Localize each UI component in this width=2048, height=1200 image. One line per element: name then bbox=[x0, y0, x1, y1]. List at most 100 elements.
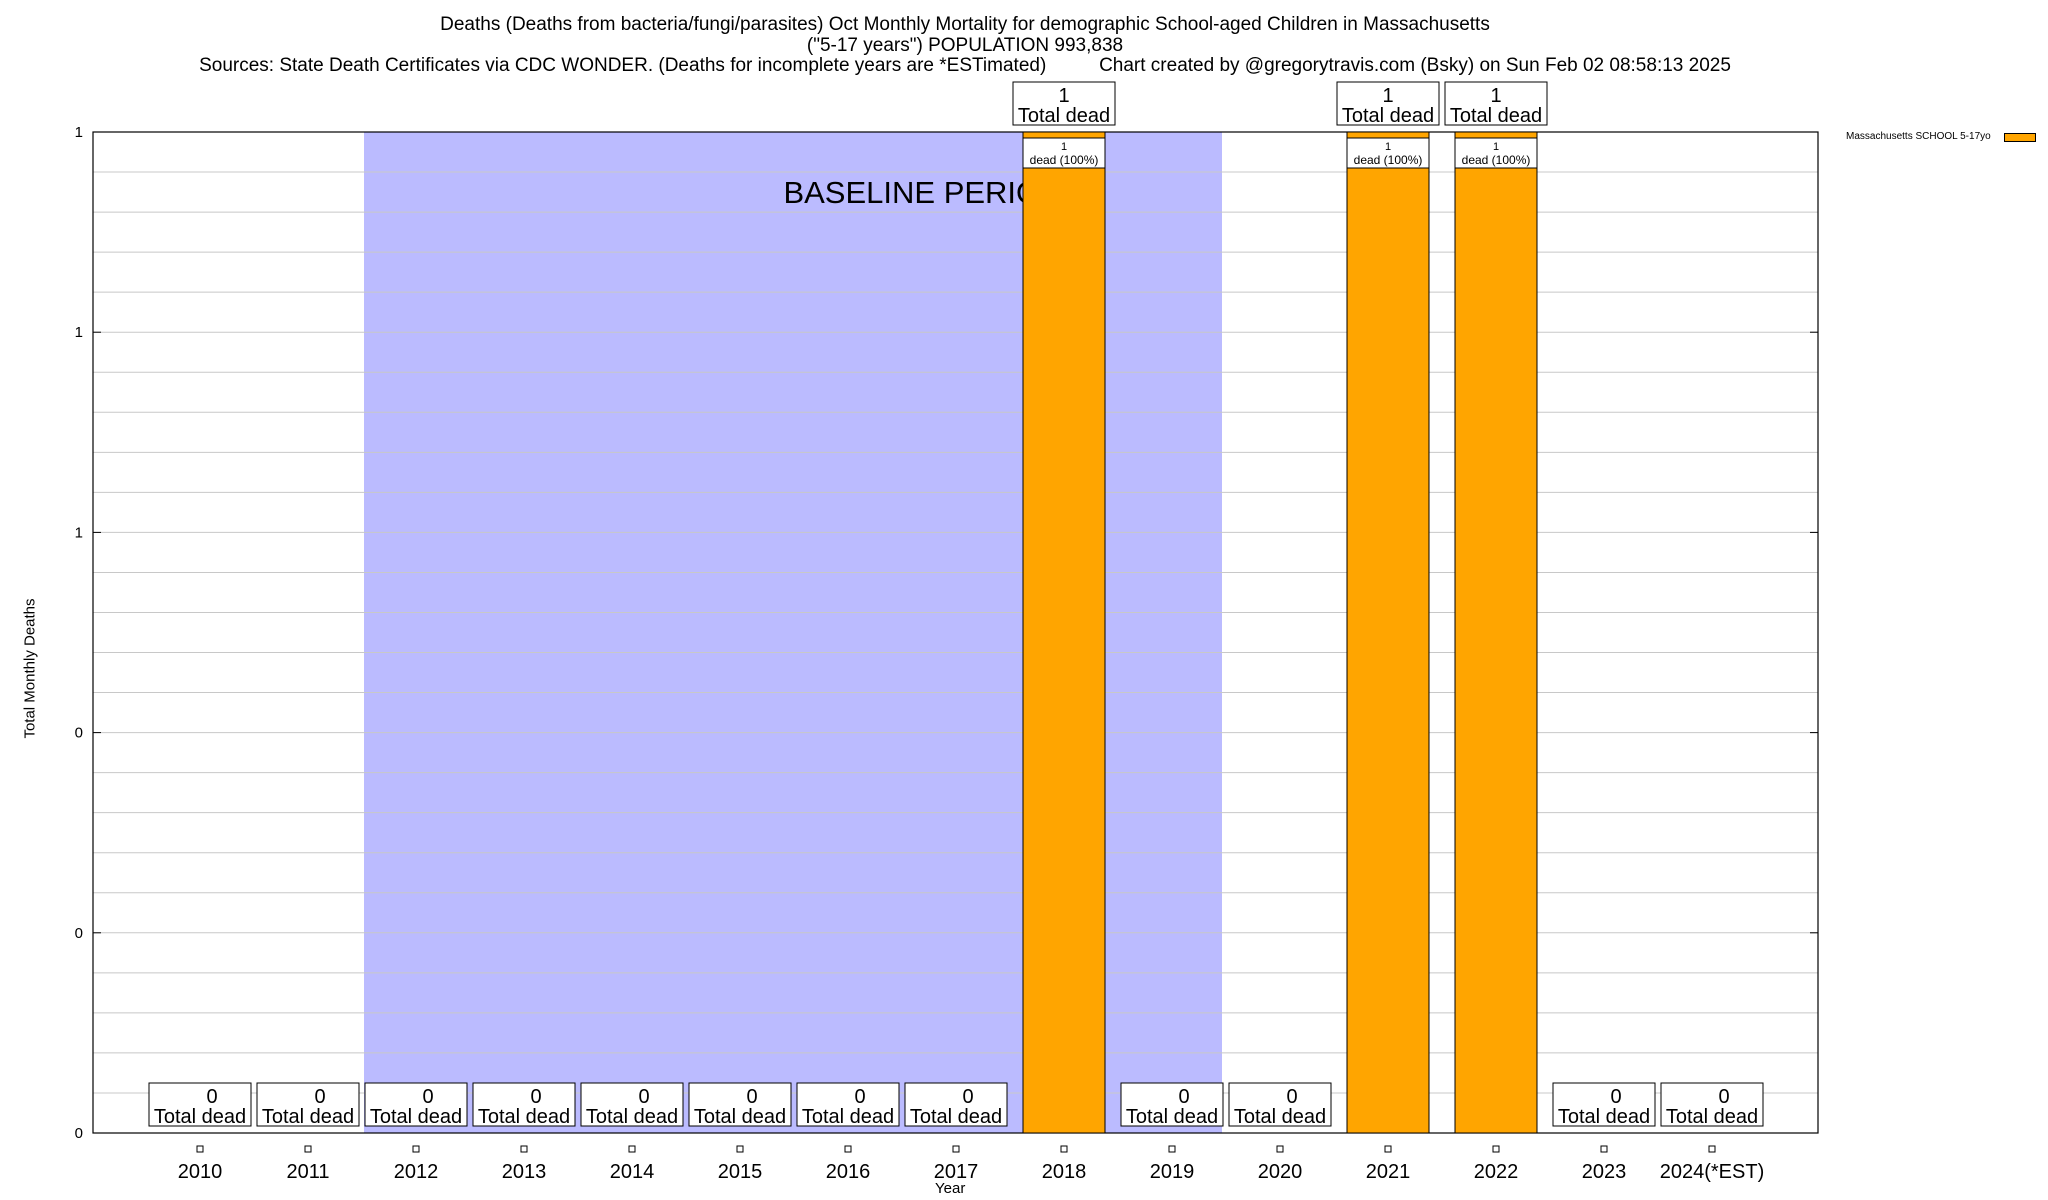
x-tick-marker bbox=[1168, 1145, 1176, 1153]
total-label-value: 0 bbox=[854, 1086, 865, 1108]
x-tick-label: 2018 bbox=[1042, 1161, 1087, 1183]
total-label-value: 0 bbox=[962, 1086, 973, 1108]
baseline-period-label: BASELINE PERIOD bbox=[783, 175, 1062, 210]
total-label-box bbox=[1120, 1082, 1224, 1127]
total-label-value: 0 bbox=[422, 1086, 433, 1108]
total-label-text: Total dead bbox=[154, 1106, 246, 1128]
x-tick-label: 2012 bbox=[394, 1161, 439, 1183]
segment-label-box bbox=[1022, 137, 1106, 169]
total-label-value: 0 bbox=[1718, 1086, 1729, 1108]
bar bbox=[1454, 131, 1538, 1134]
x-tick-marker bbox=[1600, 1145, 1608, 1153]
x-tick-marker bbox=[1384, 1145, 1392, 1153]
x-tick-label: 2019 bbox=[1150, 1161, 1195, 1183]
total-label-box bbox=[1552, 1082, 1656, 1127]
x-tick-marker bbox=[412, 1145, 420, 1153]
total-label-box bbox=[580, 1082, 684, 1127]
segment-label-box bbox=[1346, 137, 1430, 169]
total-label-value: 0 bbox=[638, 1086, 649, 1108]
x-tick-label: 2022 bbox=[1474, 1161, 1519, 1183]
x-tick-label: 2013 bbox=[502, 1161, 547, 1183]
x-tick-marker bbox=[304, 1145, 312, 1153]
x-tick-label: 2021 bbox=[1366, 1161, 1411, 1183]
segment-label-count: 1 bbox=[1493, 141, 1499, 153]
x-tick-marker bbox=[1276, 1145, 1284, 1153]
x-tick-label: 2010 bbox=[178, 1161, 223, 1183]
total-label-box bbox=[1336, 81, 1440, 126]
total-label-text: Total dead bbox=[1126, 1106, 1218, 1128]
y-tick-label: 1 bbox=[75, 524, 83, 541]
total-label-text: Total dead bbox=[478, 1106, 570, 1128]
x-tick-marker bbox=[196, 1145, 204, 1153]
chart-title-line-2: ("5-17 years") POPULATION 993,838 bbox=[806, 35, 1124, 56]
x-tick-label: 2015 bbox=[718, 1161, 763, 1183]
segment-label-percent: dead (100%) bbox=[1030, 153, 1099, 167]
x-tick-label: 2024(*EST) bbox=[1660, 1161, 1765, 1183]
total-label-text: Total dead bbox=[370, 1106, 462, 1128]
total-label-value: 1 bbox=[1382, 85, 1393, 107]
total-label-text: Total dead bbox=[1234, 1106, 1326, 1128]
x-tick-marker bbox=[1708, 1145, 1716, 1153]
y-axis-label: Total Monthly Deaths bbox=[21, 598, 39, 739]
x-axis-label: Year bbox=[935, 1180, 966, 1197]
x-tick-marker bbox=[628, 1145, 636, 1153]
total-label-text: Total dead bbox=[1558, 1106, 1650, 1128]
total-label-value: 0 bbox=[746, 1086, 757, 1108]
bar bbox=[1022, 131, 1106, 1134]
total-label-box bbox=[472, 1082, 576, 1127]
x-tick-marker bbox=[520, 1145, 528, 1153]
total-label-text: Total dead bbox=[1018, 105, 1110, 127]
total-label-value: 0 bbox=[314, 1086, 325, 1108]
total-label-box bbox=[364, 1082, 468, 1127]
total-label-value: 0 bbox=[530, 1086, 541, 1108]
x-tick-label: 2017 bbox=[934, 1161, 979, 1183]
total-label-text: Total dead bbox=[586, 1106, 678, 1128]
total-label-value: 1 bbox=[1058, 85, 1069, 107]
legend-swatch bbox=[2004, 133, 2036, 142]
chart-title-line-1: Deaths (Deaths from bacteria/fungi/paras… bbox=[440, 14, 1490, 35]
y-tick-label: 1 bbox=[75, 324, 83, 341]
plot-border bbox=[92, 131, 1819, 1134]
x-tick-marker bbox=[736, 1145, 744, 1153]
total-label-text: Total dead bbox=[694, 1106, 786, 1128]
segment-label-count: 1 bbox=[1061, 141, 1067, 153]
total-label-text: Total dead bbox=[1342, 105, 1434, 127]
x-tick-marker bbox=[844, 1145, 852, 1153]
x-tick-marker bbox=[952, 1145, 960, 1153]
total-label-text: Total dead bbox=[802, 1106, 894, 1128]
total-label-value: 0 bbox=[1286, 1086, 1297, 1108]
total-label-value: 0 bbox=[206, 1086, 217, 1108]
total-label-box bbox=[1444, 81, 1548, 126]
total-label-box bbox=[796, 1082, 900, 1127]
total-label-box bbox=[1012, 81, 1116, 126]
total-label-text: Total dead bbox=[1450, 105, 1542, 127]
total-label-box bbox=[688, 1082, 792, 1127]
total-label-box bbox=[148, 1082, 252, 1127]
bar bbox=[1346, 131, 1430, 1134]
segment-label-box bbox=[1454, 137, 1538, 169]
segment-label-percent: dead (100%) bbox=[1462, 153, 1531, 167]
y-tick-label: 0 bbox=[75, 925, 83, 942]
segment-label-count: 1 bbox=[1385, 141, 1391, 153]
y-tick-label: 0 bbox=[75, 1125, 83, 1142]
total-label-text: Total dead bbox=[1666, 1106, 1758, 1128]
total-label-box bbox=[904, 1082, 1008, 1127]
x-tick-label: 2016 bbox=[826, 1161, 871, 1183]
chart-subtitle-sources: Sources: State Death Certificates via CD… bbox=[199, 55, 1731, 76]
total-label-box bbox=[1660, 1082, 1764, 1127]
x-tick-label: 2020 bbox=[1258, 1161, 1303, 1183]
total-label-value: 1 bbox=[1490, 85, 1501, 107]
y-tick-label: 0 bbox=[75, 725, 83, 742]
segment-label-percent: dead (100%) bbox=[1354, 153, 1423, 167]
total-label-text: Total dead bbox=[262, 1106, 354, 1128]
x-tick-marker bbox=[1060, 1145, 1068, 1153]
total-label-box bbox=[256, 1082, 360, 1127]
y-tick-label: 1 bbox=[75, 124, 83, 141]
x-tick-marker bbox=[1492, 1145, 1500, 1153]
total-label-box bbox=[1228, 1082, 1332, 1127]
x-tick-label: 2011 bbox=[286, 1161, 329, 1183]
total-label-value: 0 bbox=[1178, 1086, 1189, 1108]
x-tick-label: 2014 bbox=[610, 1161, 655, 1183]
legend-series-label: Massachusetts SCHOOL 5-17yo bbox=[1846, 131, 1991, 142]
